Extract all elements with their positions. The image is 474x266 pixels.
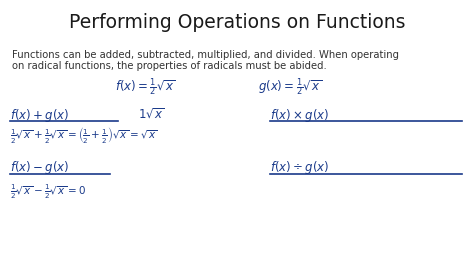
- Text: $\frac{1}{2}\sqrt{x}-\frac{1}{2}\sqrt{x} = 0$: $\frac{1}{2}\sqrt{x}-\frac{1}{2}\sqrt{x}…: [10, 183, 86, 201]
- Text: on radical functions, the properties of radicals must be abided.: on radical functions, the properties of …: [12, 61, 327, 71]
- Text: Functions can be added, subtracted, multiplied, and divided. When operating: Functions can be added, subtracted, mult…: [12, 50, 399, 60]
- Text: Performing Operations on Functions: Performing Operations on Functions: [69, 13, 405, 31]
- Text: $f(x) = \frac{1}{2}\sqrt{x}$: $f(x) = \frac{1}{2}\sqrt{x}$: [115, 76, 175, 98]
- Text: $\frac{1}{2}\sqrt{x}+\frac{1}{2}\sqrt{x} = \left(\frac{1}{2}+\frac{1}{2}\right)\: $\frac{1}{2}\sqrt{x}+\frac{1}{2}\sqrt{x}…: [10, 125, 157, 145]
- Text: $f(x) \times g(x)$: $f(x) \times g(x)$: [270, 106, 329, 123]
- Text: $f(x)-g(x)$: $f(x)-g(x)$: [10, 160, 69, 177]
- Text: $1\sqrt{x}$: $1\sqrt{x}$: [138, 108, 165, 122]
- Text: $f(x)+g(x)$: $f(x)+g(x)$: [10, 106, 69, 123]
- Text: $g(x) = \frac{1}{2}\sqrt{x}$: $g(x) = \frac{1}{2}\sqrt{x}$: [258, 76, 322, 98]
- Text: $f(x) \div g(x)$: $f(x) \div g(x)$: [270, 160, 329, 177]
